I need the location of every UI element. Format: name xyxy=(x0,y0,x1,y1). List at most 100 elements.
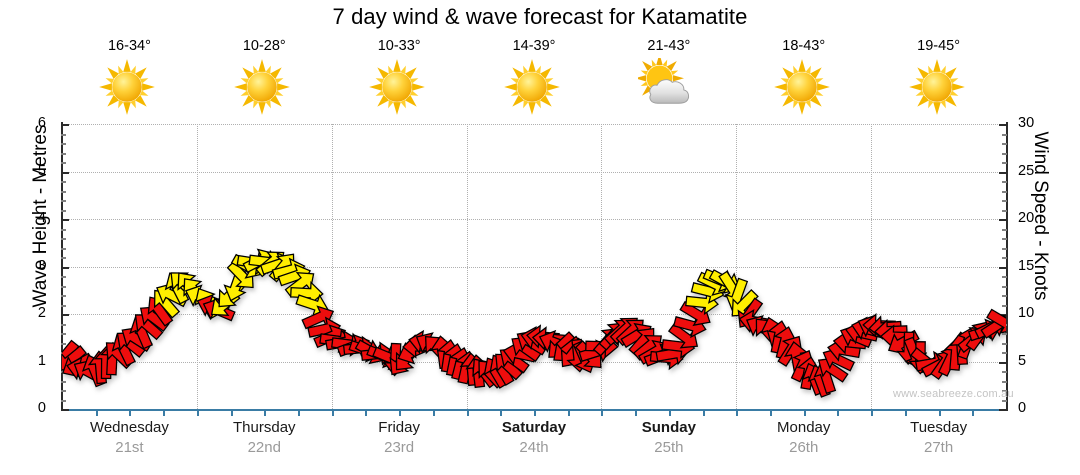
day-date-label: 25th xyxy=(654,439,684,456)
y-tick-label-left: 1 xyxy=(37,352,46,369)
y-tick-major-left xyxy=(61,266,69,269)
day-date-label: 22nd xyxy=(247,439,281,456)
y-tick-minor-right xyxy=(1002,143,1007,145)
y-tick-minor-right xyxy=(1002,323,1007,326)
horizontal-gridline xyxy=(62,361,1006,363)
day-name-label: Tuesday xyxy=(910,419,968,436)
y-tick-minor-right xyxy=(1002,399,1007,402)
day-footer-sunday: Sunday 25th xyxy=(601,418,736,468)
y-tick-minor-left xyxy=(61,152,66,155)
day-name-label: Friday xyxy=(378,419,420,436)
x-tick xyxy=(534,409,536,416)
y-tick-label-left: 0 xyxy=(37,400,46,416)
day-footer-saturday: Saturday 24th xyxy=(467,418,602,468)
y-tick-minor-left xyxy=(61,295,66,297)
y-tick-minor-right xyxy=(1002,133,1007,136)
y-tick-minor-left xyxy=(61,323,66,326)
y-tick-major-left xyxy=(61,219,69,221)
day-separator-gridline xyxy=(871,124,873,409)
x-tick xyxy=(938,409,941,416)
day-header-sunday: 21-43° xyxy=(601,38,736,124)
y-tick-minor-right xyxy=(1002,247,1007,250)
y-tick-minor-left xyxy=(61,333,66,335)
y-tick-minor-left xyxy=(61,238,66,240)
y-tick-minor-right xyxy=(1002,152,1007,155)
y-tick-minor-right xyxy=(1002,295,1007,297)
y-tick-major-right xyxy=(999,409,1007,411)
day-footer-wednesday: Wednesday 21st xyxy=(62,418,197,468)
y-tick-minor-right xyxy=(1002,342,1007,345)
y-tick-major-right xyxy=(999,361,1007,364)
x-tick xyxy=(904,409,907,416)
horizontal-gridline xyxy=(62,314,1006,315)
sunny-icon xyxy=(503,58,565,116)
day-footer-thursday: Thursday 22nd xyxy=(197,418,332,468)
x-tick xyxy=(972,409,975,416)
y-tick-minor-left xyxy=(61,276,66,278)
day-date-label: 23rd xyxy=(384,439,415,456)
x-tick xyxy=(567,409,570,416)
horizontal-gridline xyxy=(62,219,1006,220)
y-tick-minor-right xyxy=(1002,380,1007,383)
x-tick xyxy=(871,409,874,416)
y-tick-minor-left xyxy=(61,371,66,373)
y-tick-minor-right xyxy=(1002,228,1007,231)
x-tick xyxy=(331,409,334,416)
day-name-label: Wednesday xyxy=(89,419,169,436)
y-tick-label-right: 15 xyxy=(1018,257,1035,274)
y-tick-minor-right xyxy=(1002,190,1007,193)
day-name-label: Sunday xyxy=(641,419,696,436)
x-tick xyxy=(129,409,132,416)
x-tick xyxy=(264,409,267,416)
y-tick-major-right xyxy=(999,219,1007,221)
temperature-range: 18-43° xyxy=(782,38,826,54)
y-tick-label-left: 5 xyxy=(37,162,46,179)
sunny-icon xyxy=(908,58,970,116)
day-footer-monday: Monday 26th xyxy=(736,418,871,468)
y-tick-minor-right xyxy=(1002,304,1007,307)
sunny-icon xyxy=(773,58,835,116)
day-separator-gridline xyxy=(601,124,603,409)
x-tick xyxy=(365,409,368,416)
day-date-label: 24th xyxy=(519,439,549,456)
page-title: 7 day wind & wave forecast for Katamatit… xyxy=(332,4,748,29)
horizontal-gridline xyxy=(62,124,1006,125)
y-tick-minor-left xyxy=(61,190,66,193)
day-header-monday: 18-43° xyxy=(736,38,871,124)
temperature-range: 16-34° xyxy=(107,38,151,54)
y-tick-minor-right xyxy=(1002,352,1007,354)
day-header-saturday: 14-39° xyxy=(467,38,602,124)
x-tick xyxy=(432,409,435,416)
y-tick-minor-left xyxy=(61,133,66,136)
y-tick-major-right xyxy=(999,314,1007,316)
watermark: www.seabreeze.com.au xyxy=(893,388,1014,400)
x-tick xyxy=(466,409,469,416)
y-tick-minor-right xyxy=(1002,390,1007,392)
y-tick-minor-left xyxy=(61,399,66,402)
sunny-icon xyxy=(98,58,160,116)
y-tick-minor-right xyxy=(1002,181,1007,183)
y-tick-label-right: 10 xyxy=(1018,305,1035,321)
y-tick-major-left xyxy=(61,361,69,364)
y-tick-label-right: 20 xyxy=(1018,210,1035,226)
x-tick xyxy=(702,409,705,416)
day-name-label: Thursday xyxy=(233,419,296,436)
x-tick xyxy=(736,409,739,416)
x-tick xyxy=(163,409,166,416)
y-tick-major-left xyxy=(61,409,69,411)
y-tick-minor-left xyxy=(61,209,66,212)
day-footer-strip: Wednesday 21st Thursday 22nd Friday 23rd Satur… xyxy=(62,418,1006,468)
temperature-range: 21-43° xyxy=(647,38,691,54)
right-axis-spine xyxy=(1006,122,1008,411)
x-tick xyxy=(601,409,604,416)
y-tick-label-right: 25 xyxy=(1018,162,1035,179)
y-tick-label-left: 6 xyxy=(37,115,46,131)
y-tick-minor-left xyxy=(61,380,66,383)
day-separator-gridline xyxy=(466,124,468,409)
y-tick-minor-left xyxy=(61,304,66,307)
y-tick-minor-left xyxy=(61,200,66,202)
horizontal-gridline xyxy=(62,171,1006,173)
temperature-range: 14-39° xyxy=(512,38,556,54)
temperature-range: 19-45° xyxy=(917,38,961,54)
x-tick xyxy=(770,409,772,416)
